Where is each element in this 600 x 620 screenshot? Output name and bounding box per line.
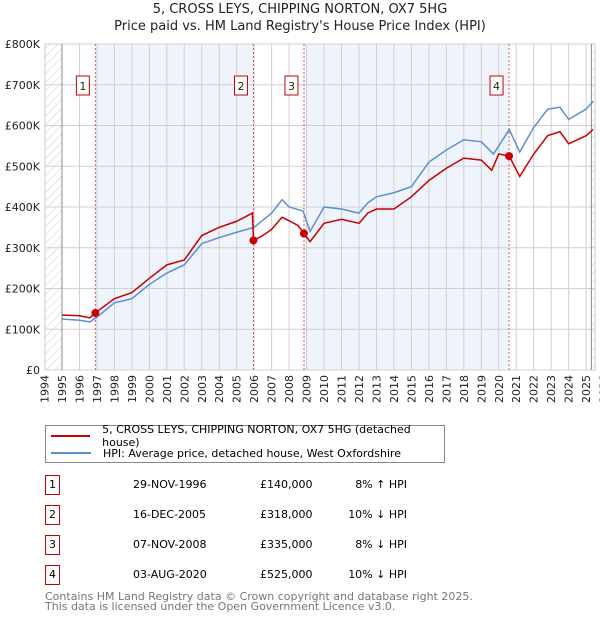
x-tick-label: 2004 [213, 375, 226, 403]
x-tick-label: 2008 [283, 375, 296, 403]
legend: 5, CROSS LEYS, CHIPPING NORTON, OX7 5HG … [45, 423, 445, 463]
sale-row: 4 03-AUG-2020 £525,000 10% ↓ HPI [45, 565, 445, 585]
sale-date: 16-DEC-2005 [133, 508, 207, 521]
x-tick-label: 1994 [39, 375, 52, 403]
y-tick-label: £500K [5, 160, 41, 173]
sale-price: £335,000 [260, 538, 313, 551]
sale-point [91, 308, 100, 317]
price-chart: 1994 1995 1996 1997 1998 1999 2000 2001 2002 2003… [5, 38, 600, 403]
sale-label: 2 [237, 80, 244, 93]
y-tick-label: £400K [5, 201, 41, 214]
y-tick-label: £700K [5, 79, 41, 92]
sale-label-box [233, 75, 248, 96]
x-tick-label: 2010 [318, 375, 331, 403]
x-tick-label: 2002 [178, 375, 191, 403]
sale-label-box [284, 75, 299, 96]
y-tick-label: £300K [5, 242, 41, 255]
footer-copyright: Contains HM Land Registry data © Crown c… [45, 590, 473, 603]
x-tick-label: 2016 [423, 375, 436, 403]
x-tick-label: 2000 [143, 375, 156, 403]
legend-property: 5, CROSS LEYS, CHIPPING NORTON, OX7 5HG … [102, 423, 411, 449]
x-tick-label: 2014 [388, 375, 401, 403]
x-tick-label: 2017 [440, 375, 453, 403]
y-tick-label: £0 [26, 364, 40, 377]
legend-blue-line [51, 452, 91, 454]
sale-number: 3 [45, 535, 60, 555]
y-tick-label: £600K [5, 120, 41, 133]
sale-number: 2 [45, 505, 60, 525]
x-tick-label: 2011 [336, 375, 349, 403]
x-tick-label: 2007 [266, 375, 279, 403]
legend-hpi: HPI: Average price, detached house, West… [103, 446, 402, 460]
y-tick-label: £200K [5, 283, 41, 296]
x-tick-label: 1997 [91, 375, 104, 403]
x-tick-label: 2018 [458, 375, 471, 403]
sale-hpi-diff: 8% ↓ HPI [355, 538, 407, 551]
sale-date: 29-NOV-1996 [133, 478, 207, 491]
x-tick-label: 2020 [493, 375, 506, 403]
x-tick-label: 2025 [580, 375, 593, 403]
sale-date: 03-AUG-2020 [133, 568, 207, 581]
sale-label: 1 [79, 80, 86, 93]
x-tick-label: 1995 [56, 375, 69, 403]
x-tick-label: 2023 [545, 375, 558, 403]
sale-price: £318,000 [260, 508, 313, 521]
x-tick-label: 2005 [231, 375, 244, 403]
x-tick-label: 2024 [563, 375, 576, 403]
x-tick-label: 2012 [353, 375, 366, 403]
x-tick-label: 2013 [370, 375, 383, 403]
sale-number: 1 [45, 475, 60, 495]
y-tick-label: £800K [5, 38, 41, 51]
chart-subtitle: Price paid vs. HM Land Registry's House … [114, 19, 486, 34]
sale-row: 2 16-DEC-2005 £318,000 10% ↓ HPI [45, 505, 445, 525]
x-tick-label: 1996 [73, 375, 86, 403]
legend-red-line [51, 435, 91, 437]
x-tick-label: 2026 [598, 375, 600, 403]
sale-point [505, 152, 514, 161]
chart-title: 5, CROSS LEYS, CHIPPING NORTON, OX7 5HG [152, 2, 448, 17]
sale-row: 3 07-NOV-2008 £335,000 8% ↓ HPI [45, 535, 445, 555]
x-tick-label: 2019 [475, 375, 488, 403]
sale-date: 07-NOV-2008 [133, 538, 207, 551]
x-tick-label: 2022 [528, 375, 541, 403]
x-tick-label: 2003 [196, 375, 209, 403]
x-tick-label: 2021 [510, 375, 523, 403]
x-tick-label: 2015 [405, 375, 418, 403]
property-line [61, 129, 594, 319]
hpi-line [61, 100, 594, 323]
footer-licence: This data is licensed under the Open Gov… [45, 600, 396, 613]
sale-label-box [75, 75, 90, 96]
sale-row: 1 29-NOV-1996 £140,000 8% ↑ HPI [45, 475, 445, 495]
sale-price: £140,000 [260, 478, 313, 491]
y-tick-label: £100K [5, 323, 41, 336]
x-tick-label: 2001 [161, 375, 174, 403]
sale-hpi-diff: 10% ↓ HPI [348, 568, 407, 581]
sale-point [299, 229, 308, 238]
x-tick-label: 2009 [301, 375, 314, 403]
sale-label: 3 [288, 80, 295, 93]
sale-label: 4 [493, 80, 500, 93]
x-tick-label: 1999 [126, 375, 139, 403]
sale-hpi-diff: 10% ↓ HPI [348, 508, 407, 521]
sale-hpi-diff: 8% ↑ HPI [355, 478, 407, 491]
sale-label-box [489, 75, 504, 96]
sale-price: £525,000 [260, 568, 313, 581]
sale-number: 4 [45, 565, 60, 585]
x-tick-label: 1998 [108, 375, 121, 403]
x-tick-label: 2006 [248, 375, 261, 403]
sale-point [249, 236, 258, 245]
